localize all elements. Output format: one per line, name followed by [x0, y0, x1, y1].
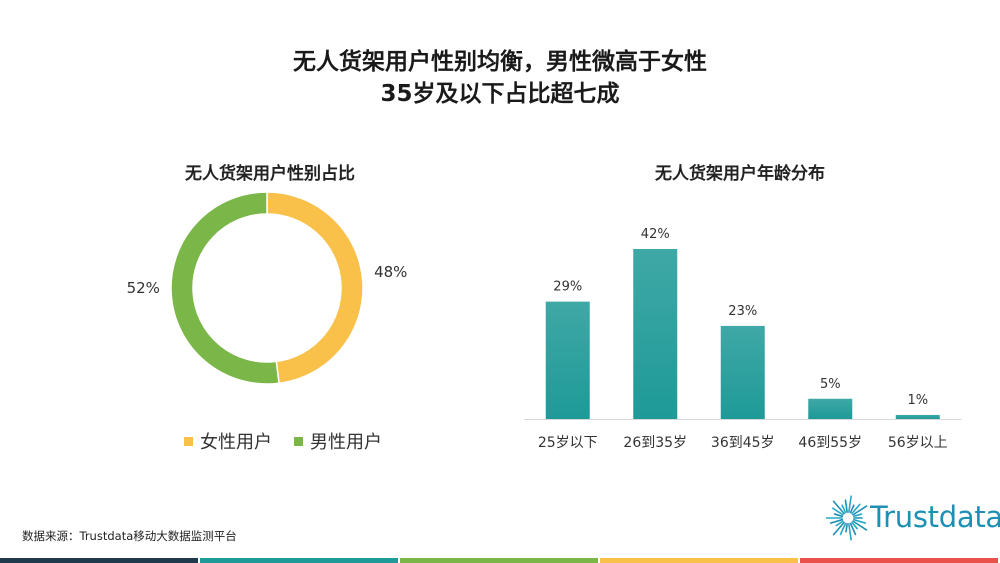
bar-3 — [720, 325, 765, 419]
donut-label-male: 52% — [127, 279, 160, 297]
bar-category-label: 26到35岁 — [623, 435, 687, 451]
bar-2 — [633, 249, 678, 419]
legend-male-label: 男性用户 — [310, 432, 382, 453]
donut-chart-title: 无人货架用户性别占比 — [185, 164, 355, 184]
legend-male-swatch — [294, 436, 303, 446]
donut-slice-male — [170, 191, 280, 385]
bar-category-label: 56岁以上 — [888, 435, 948, 451]
footer-strip-segment — [600, 558, 798, 563]
legend-female: 女性用户 — [184, 428, 272, 454]
bar-value-label: 1% — [907, 393, 928, 408]
trustdata-logo: Trustdata — [826, 492, 1000, 544]
bar-4 — [808, 398, 853, 419]
donut-slice-female — [266, 191, 364, 385]
data-source-note: 数据来源：Trustdata移动大数据监测平台 — [22, 529, 237, 543]
bar-category-label: 46到55岁 — [798, 435, 862, 451]
page-title-line2: 35岁及以下占比超七成 — [380, 81, 620, 107]
bar-value-label: 42% — [641, 227, 670, 242]
bar-value-label: 23% — [728, 304, 757, 319]
bar-category-label: 25岁以下 — [538, 435, 598, 451]
bar-1 — [545, 301, 590, 419]
logo-text: Trustdata — [870, 500, 1000, 534]
footer-strip-segment — [400, 558, 598, 563]
starburst-icon — [826, 495, 868, 541]
bar-chart-title: 无人货架用户年龄分布 — [655, 164, 825, 184]
footer-color-strip — [0, 558, 1000, 563]
footer-strip-segment — [200, 558, 398, 563]
bar-5 — [895, 414, 940, 419]
footer-strip-segment — [0, 558, 198, 563]
footer-strip-segment — [800, 558, 998, 563]
bar-value-label: 29% — [553, 280, 582, 295]
donut-label-female: 48% — [374, 263, 407, 281]
bar-category-label: 36到45岁 — [711, 435, 775, 451]
legend-male: 男性用户 — [294, 428, 382, 454]
legend-female-swatch — [184, 436, 193, 446]
page-title-line1: 无人货架用户性别均衡，男性微高于女性 — [293, 49, 707, 75]
legend-female-label: 女性用户 — [200, 432, 272, 453]
bar-value-label: 5% — [820, 377, 841, 392]
